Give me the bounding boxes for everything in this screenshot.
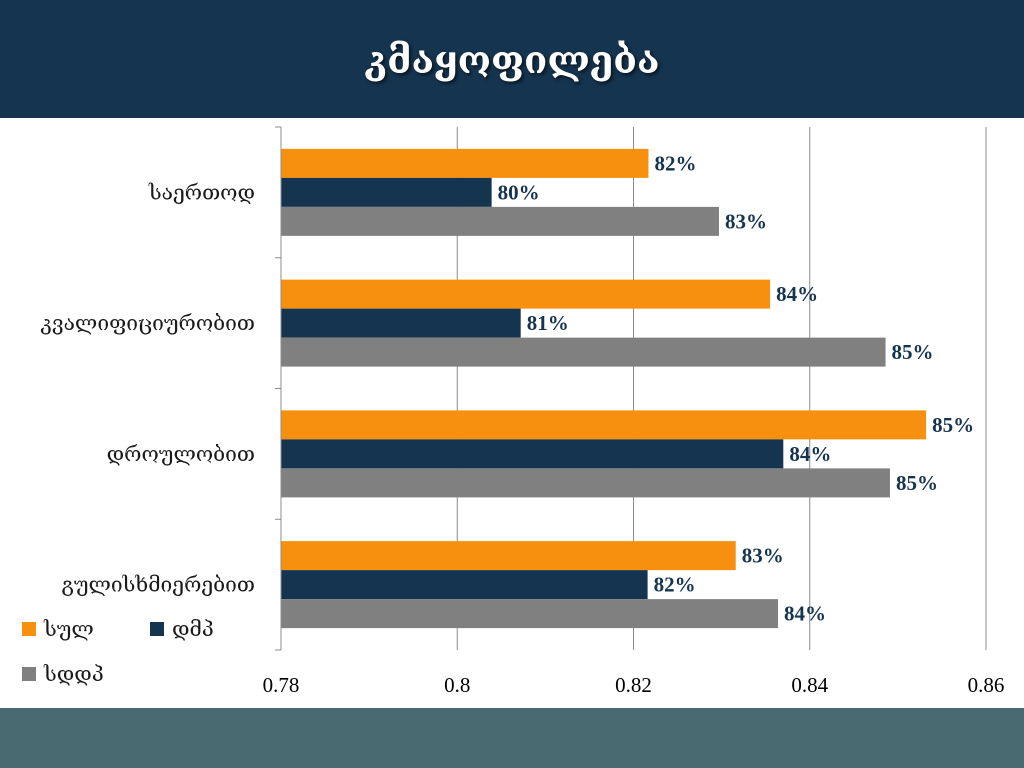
data-label: 84% (776, 282, 818, 306)
data-label: 84% (784, 602, 826, 626)
bar (281, 148, 649, 178)
x-tick-label: 0.84 (791, 673, 828, 697)
data-label: 85% (892, 340, 934, 364)
x-tick-label: 0.8 (444, 673, 470, 697)
category-label: გულისხმიერებით (61, 573, 255, 597)
slide-title: კმაყოფილება (364, 36, 660, 82)
title-bar: კმაყოფილება (0, 0, 1024, 118)
x-tick-label: 0.82 (615, 673, 652, 697)
footer-bar (0, 708, 1024, 768)
x-tick-label: 0.78 (263, 673, 300, 697)
bar (281, 206, 719, 236)
legend-swatch (150, 622, 164, 636)
legend-label: სულ (43, 617, 94, 641)
x-tick-label: 0.86 (968, 673, 1005, 697)
legend-swatch (22, 622, 36, 636)
bar (281, 570, 648, 600)
bars (281, 148, 927, 629)
data-label: 84% (789, 442, 831, 466)
data-label: 80% (498, 180, 540, 204)
labels: 0.78 0.8 0.82 0.84 0.86 82% 80% 83% საერთოდ 84% 81… (40, 151, 1004, 697)
bar-chart: 0.78 0.8 0.82 0.84 0.86 82% 80% 83% საერთოდ 84% 81… (22, 126, 1004, 697)
axes (275, 126, 282, 651)
legend-label: დმპ (172, 617, 214, 641)
data-label: 82% (654, 151, 696, 175)
data-label: 83% (742, 544, 784, 568)
category-label: დროულობით (107, 442, 255, 466)
bar (281, 279, 771, 309)
bar (281, 410, 927, 440)
legend-label: სდდპ (43, 662, 104, 686)
data-label: 81% (527, 311, 569, 335)
bar (281, 337, 886, 367)
category-label: კვალიფიციურობით (40, 311, 255, 335)
category-label: საერთოდ (148, 180, 255, 204)
bar (281, 177, 492, 207)
bar (281, 468, 890, 498)
data-label: 82% (654, 573, 696, 597)
bar (281, 439, 784, 469)
data-label: 83% (725, 209, 767, 233)
data-label: 85% (932, 413, 974, 437)
legend: სულ დმპ სდდპ (22, 617, 214, 686)
bar (281, 541, 736, 571)
data-label: 85% (896, 471, 938, 495)
bar (281, 308, 521, 338)
legend-swatch (22, 667, 36, 681)
bar (281, 599, 779, 629)
